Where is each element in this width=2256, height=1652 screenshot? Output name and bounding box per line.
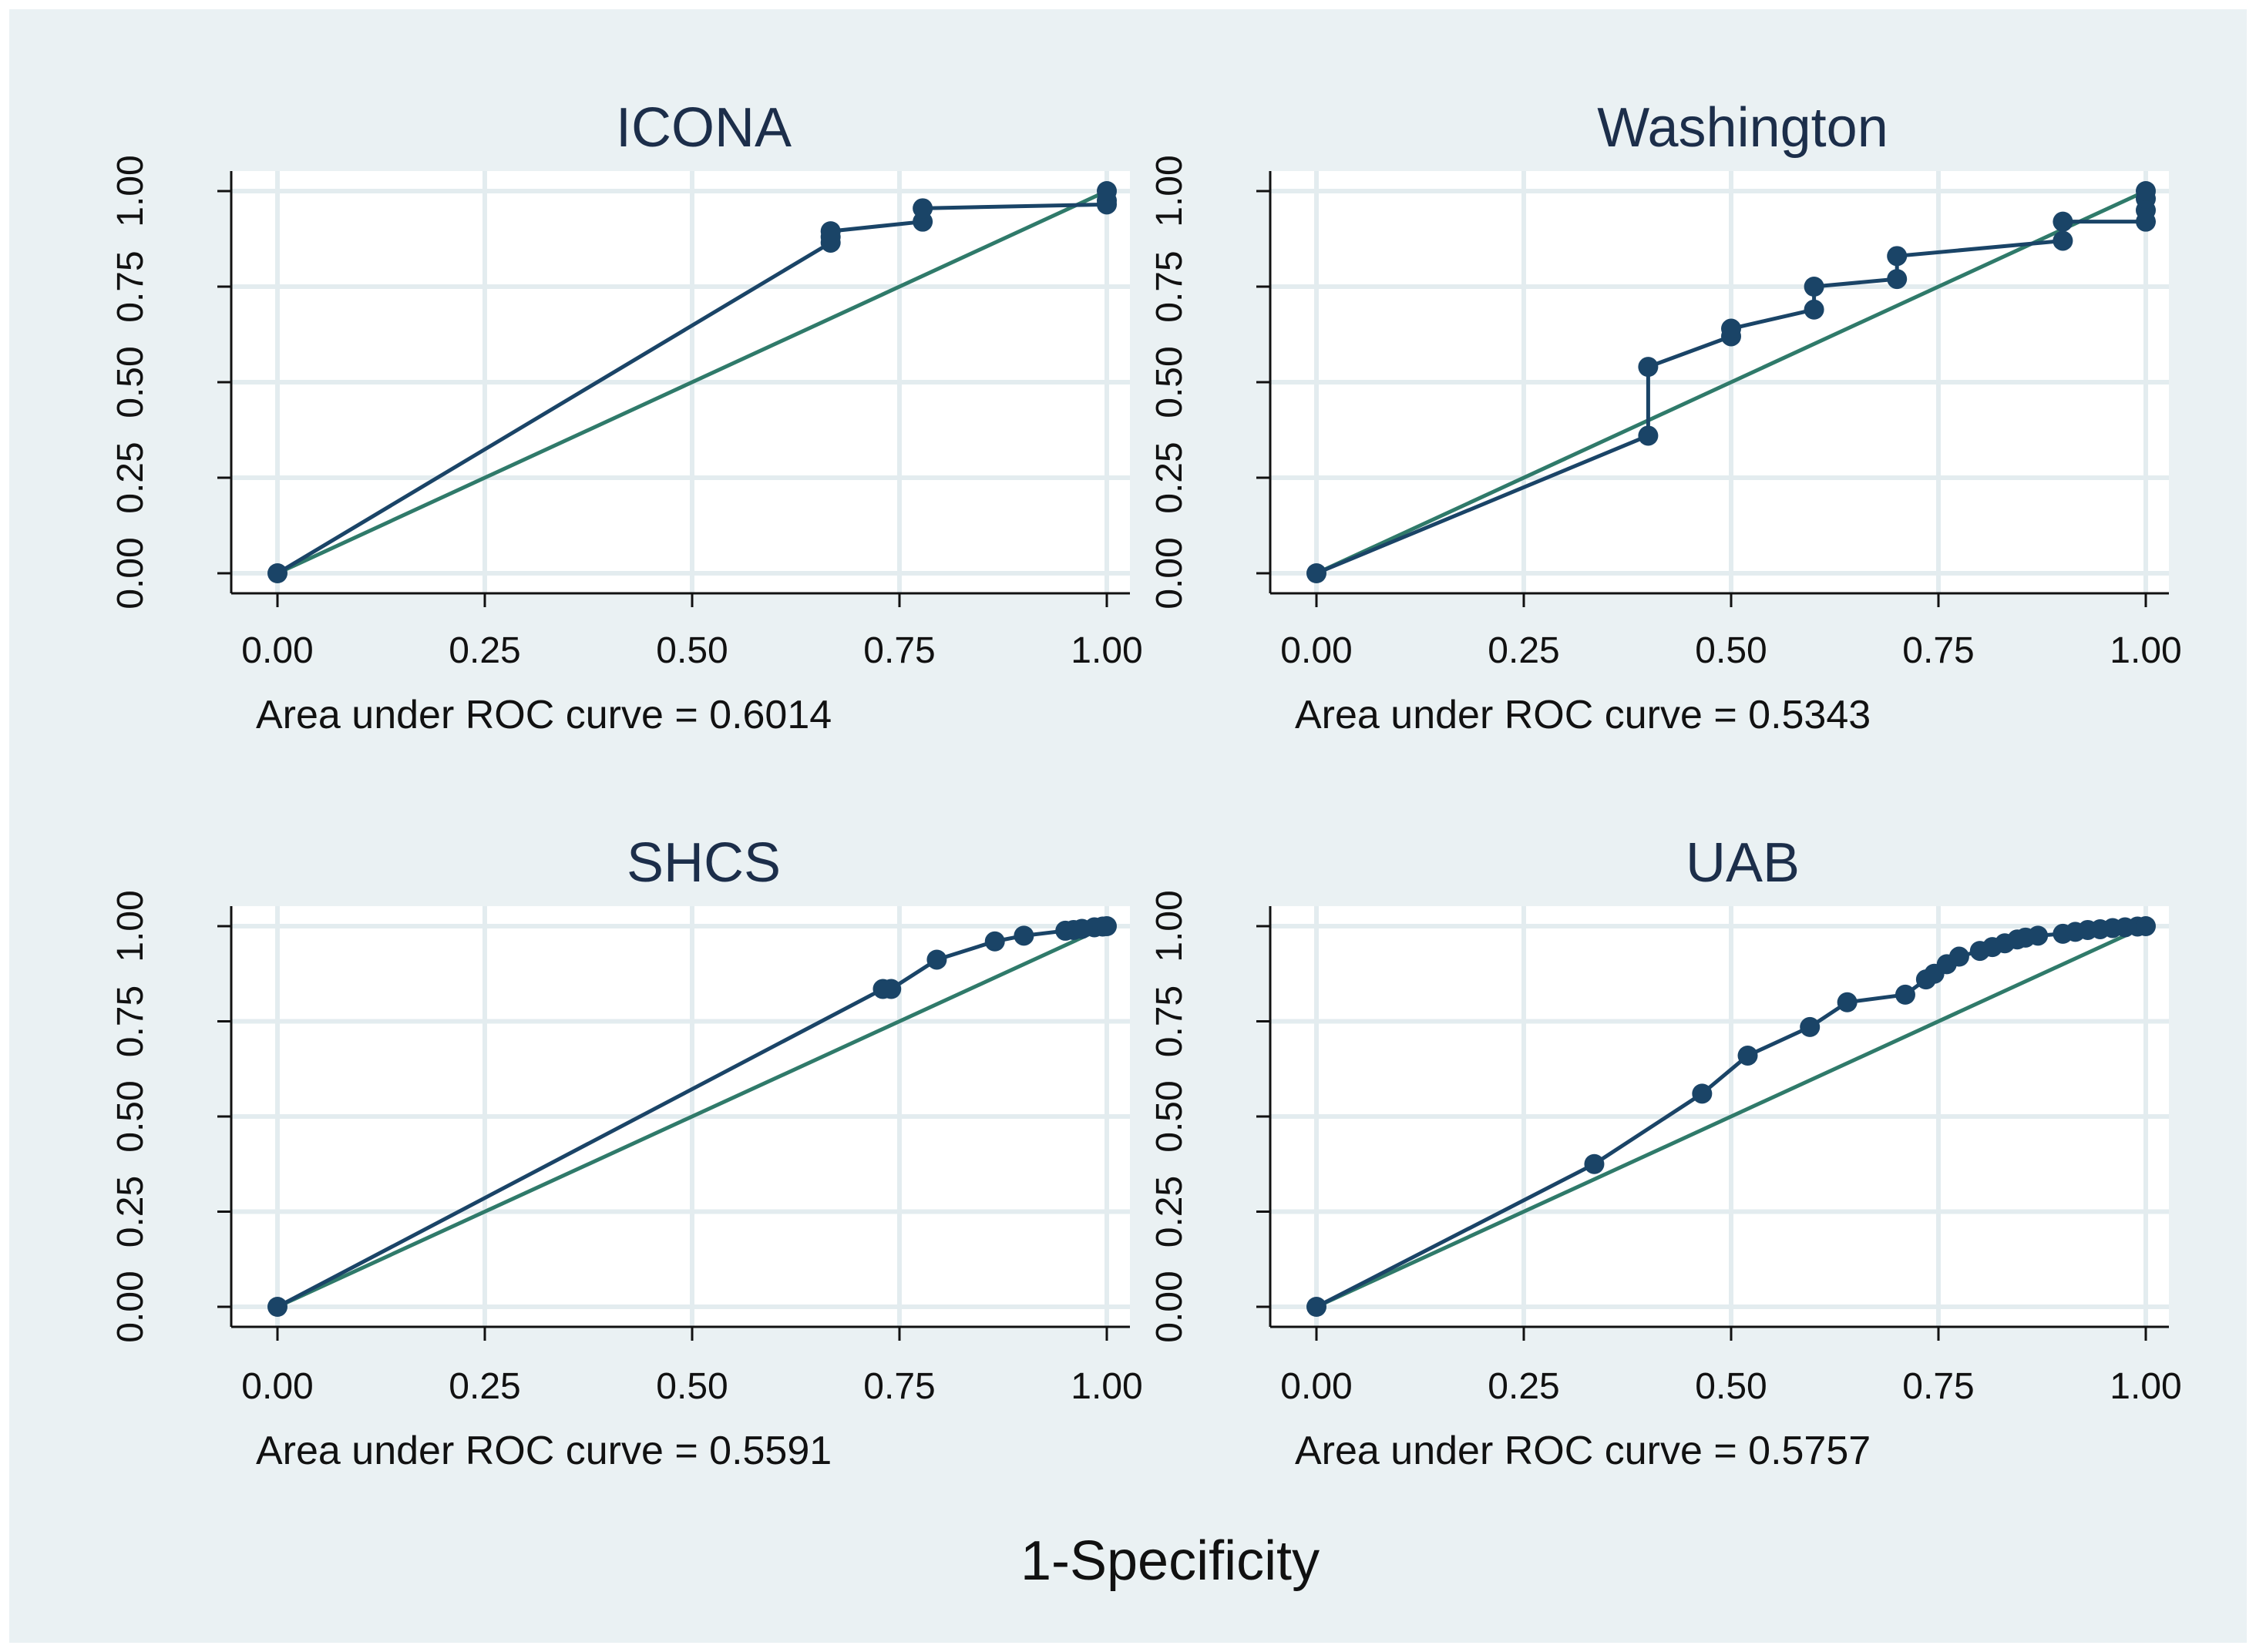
x-tick-label: 1.00 <box>2110 1366 2181 1407</box>
roc-point <box>267 563 287 583</box>
x-tick-label: 0.50 <box>1695 630 1767 671</box>
auc-label: Area under ROC curve = 0.5757 <box>1295 1429 1871 1473</box>
x-tick-label: 0.50 <box>1695 1366 1767 1407</box>
roc-point <box>1887 246 1908 267</box>
y-tick-label: 0.00 <box>1149 537 1190 609</box>
roc-point <box>1638 425 1659 446</box>
x-tick-label: 1.00 <box>1071 630 1142 671</box>
y-tick-label: 0.00 <box>110 1271 151 1342</box>
x-tick-label: 1.00 <box>1071 1366 1142 1407</box>
roc-panel-washington: 0.00 0.00 0.25 0.25 0.50 0.50 0.75 0.75 1.00 1.00… <box>1149 97 2182 737</box>
roc-point <box>1837 992 1858 1012</box>
y-tick-label: 0.50 <box>110 1080 151 1152</box>
x-axis-label: 1-Specificity <box>1020 1530 1320 1592</box>
roc-point <box>820 221 841 242</box>
roc-point <box>926 949 947 970</box>
roc-point <box>913 198 933 219</box>
y-tick-label: 0.75 <box>1149 250 1190 322</box>
roc-point <box>1721 318 1741 339</box>
panels: 0.00 0.00 0.25 0.25 0.50 0.50 0.75 0.75 1.00 1.00… <box>110 97 2182 1473</box>
reference-line <box>1315 924 2147 1309</box>
roc-point <box>1737 1045 1758 1066</box>
y-tick-label: 0.50 <box>1149 346 1190 418</box>
reference-line <box>1315 189 2147 576</box>
roc-point <box>984 931 1005 952</box>
roc-point <box>1800 1016 1821 1037</box>
roc-panel-uab: 0.00 0.00 0.25 0.25 0.50 0.50 0.75 0.75 1.00 1.00… <box>1149 832 2182 1473</box>
y-tick-label: 0.00 <box>110 537 151 609</box>
x-tick-label: 0.50 <box>656 630 728 671</box>
auc-label: Area under ROC curve = 0.5343 <box>1295 693 1871 737</box>
panel-title: UAB <box>1686 832 1800 894</box>
x-tick-label: 0.00 <box>1280 630 1352 671</box>
auc-label: Area under ROC curve = 0.5591 <box>256 1429 832 1473</box>
roc-point <box>1014 925 1034 946</box>
roc-panel-shcs: 0.00 0.00 0.25 0.25 0.50 0.50 0.75 0.75 1.00 1.00… <box>110 832 1143 1473</box>
roc-point <box>1097 916 1117 936</box>
roc-point <box>2028 925 2049 946</box>
panel-title: SHCS <box>627 832 781 894</box>
x-tick-label: 0.75 <box>1902 630 1974 671</box>
x-tick-label: 1.00 <box>2110 630 2181 671</box>
roc-point <box>2053 211 2073 232</box>
roc-point <box>1948 946 1969 967</box>
x-tick-label: 0.25 <box>449 630 520 671</box>
x-tick-label: 0.75 <box>863 630 935 671</box>
y-tick-label: 0.25 <box>110 1176 151 1247</box>
y-tick-label: 0.75 <box>110 985 151 1057</box>
auc-label: Area under ROC curve = 0.6014 <box>256 693 832 737</box>
roc-point <box>1306 1297 1326 1317</box>
y-tick-label: 0.50 <box>1149 1080 1190 1152</box>
roc-point <box>1887 269 1908 290</box>
roc-point <box>1895 984 1915 1005</box>
x-tick-label: 0.25 <box>1488 1366 1559 1407</box>
roc-point <box>2136 916 2156 936</box>
roc-point <box>1306 563 1326 583</box>
x-tick-label: 0.25 <box>1488 630 1559 671</box>
y-tick-label: 0.25 <box>110 442 151 513</box>
y-tick-label: 0.75 <box>1149 985 1190 1057</box>
x-tick-label: 0.00 <box>241 1366 313 1407</box>
y-tick-label: 1.00 <box>110 155 151 227</box>
y-tick-label: 0.00 <box>1149 1271 1190 1342</box>
x-tick-label: 0.75 <box>863 1366 935 1407</box>
roc-point <box>1804 299 1824 320</box>
reference-line <box>276 924 1108 1309</box>
roc-point <box>267 1297 287 1317</box>
x-tick-label: 0.50 <box>656 1366 728 1407</box>
roc-point <box>1584 1153 1605 1174</box>
reference-line <box>276 189 1108 576</box>
roc-point <box>2053 230 2073 251</box>
y-tick-label: 0.25 <box>1149 1176 1190 1247</box>
y-tick-label: 1.00 <box>1149 155 1190 227</box>
x-tick-label: 0.00 <box>241 630 313 671</box>
y-tick-label: 0.50 <box>110 346 151 418</box>
roc-panel-icona: 0.00 0.00 0.25 0.25 0.50 0.50 0.75 0.75 1.00 1.00… <box>110 97 1143 737</box>
panel-title: Washington <box>1597 97 1888 159</box>
x-tick-label: 0.00 <box>1280 1366 1352 1407</box>
roc-point <box>881 979 902 999</box>
y-tick-label: 1.00 <box>1149 890 1190 962</box>
roc-point <box>2136 181 2156 201</box>
roc-point <box>1638 357 1659 378</box>
panel-title: ICONA <box>616 97 792 159</box>
roc-point <box>1804 277 1824 297</box>
x-tick-label: 0.25 <box>449 1366 520 1407</box>
y-tick-label: 0.25 <box>1149 442 1190 513</box>
roc-point <box>1692 1083 1713 1104</box>
roc-point <box>1097 181 1117 201</box>
x-tick-label: 0.75 <box>1902 1366 1974 1407</box>
y-tick-label: 1.00 <box>110 890 151 962</box>
y-tick-label: 0.75 <box>110 250 151 322</box>
